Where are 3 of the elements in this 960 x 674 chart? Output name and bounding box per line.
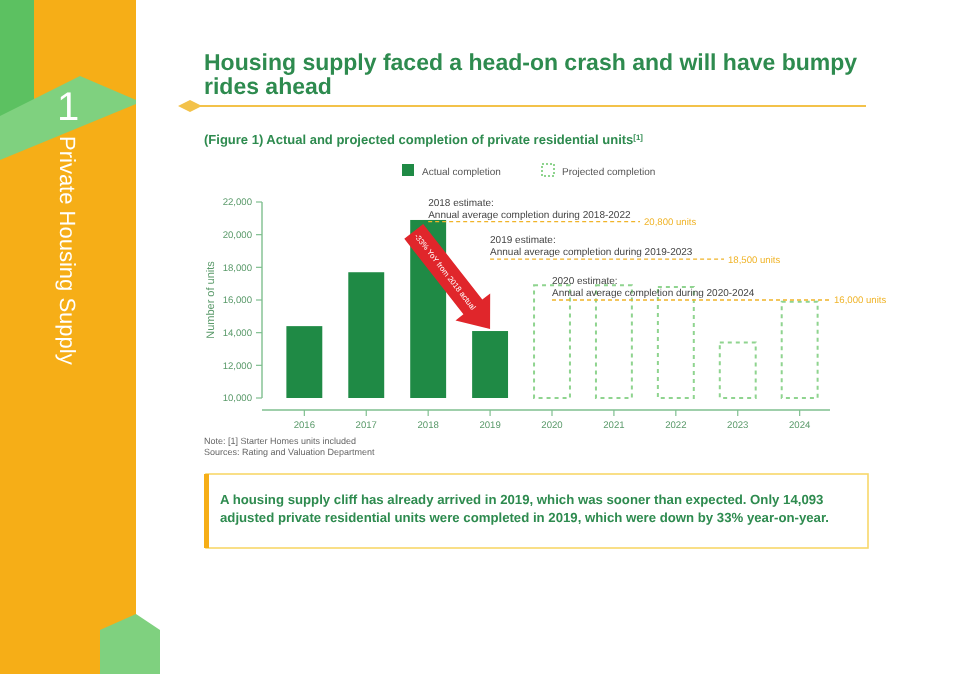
text: Private Housing Supply [54, 136, 78, 366]
chart-title: Housing supply faced a head-on crash and will have bumpy rides ahead [204, 52, 859, 100]
text: 1 [56, 86, 80, 130]
